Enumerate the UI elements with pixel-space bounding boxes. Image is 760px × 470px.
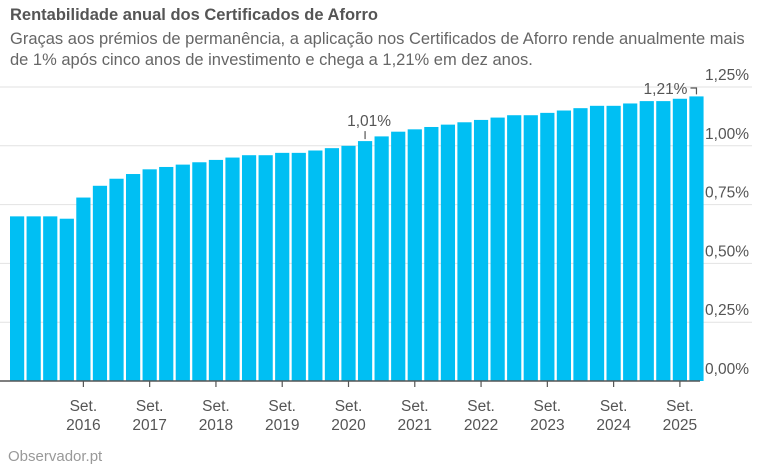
x-tick-label-year: 2020 — [331, 417, 366, 434]
bar — [109, 178, 124, 381]
y-tick-label: 1,25% — [705, 67, 749, 84]
bar — [92, 185, 108, 381]
bar — [76, 197, 91, 381]
y-tick-label: 0,75% — [705, 185, 749, 202]
bar — [490, 117, 505, 382]
bar — [341, 145, 356, 381]
bar — [656, 101, 671, 381]
x-axis-labels: Set. 2016 Set. 2017 Set. 2018 Set. 2019 Set. 2020… — [66, 381, 697, 434]
chart-title: Rentabilidade anual dos Certificados de … — [10, 6, 378, 24]
y-tick-label: 1,00% — [705, 126, 749, 143]
y-tick-label: 0,50% — [705, 243, 749, 260]
x-tick-label-month: Set. — [534, 398, 562, 415]
x-tick-label-month: Set. — [401, 398, 429, 415]
y-tick-label: 0,00% — [705, 361, 749, 378]
source-credit: Observador.pt — [8, 448, 103, 465]
bar — [308, 150, 323, 381]
x-tick-label-month: Set. — [600, 398, 628, 415]
x-tick-label-month: Set. — [467, 398, 495, 415]
bar — [556, 110, 572, 382]
bar — [573, 108, 588, 381]
bar — [291, 152, 306, 381]
x-tick-label-year: 2025 — [663, 417, 697, 434]
bar — [26, 216, 41, 381]
annotation-leader — [690, 87, 698, 95]
x-tick-label-month: Set. — [136, 398, 164, 415]
x-tick-label-year: 2016 — [66, 417, 100, 434]
bars — [10, 96, 704, 382]
y-axis-labels: 0,00% 0,25% 0,50% 0,75% 1,00% 1,25% — [705, 67, 749, 378]
x-tick-label-year: 2024 — [596, 417, 631, 434]
x-tick-label-year: 2023 — [530, 417, 564, 434]
bar — [175, 164, 190, 381]
bar — [59, 218, 74, 381]
bar — [258, 155, 273, 381]
bar — [672, 98, 687, 381]
bar — [208, 159, 224, 381]
x-tick-label-month: Set. — [70, 398, 98, 415]
x-tick-label-year: 2019 — [265, 417, 299, 434]
x-tick-label-month: Set. — [268, 398, 296, 415]
bar — [125, 174, 141, 381]
x-tick-label-year: 2022 — [464, 417, 498, 434]
bar — [689, 96, 704, 382]
annotation-label: 1,21% — [644, 81, 688, 98]
annotation-label: 1,01% — [347, 113, 391, 130]
bar — [639, 101, 654, 381]
bar — [159, 166, 174, 381]
bar — [43, 216, 58, 381]
bar — [473, 119, 489, 381]
bar — [523, 115, 538, 381]
bar — [540, 112, 555, 381]
x-tick-label-year: 2017 — [132, 417, 166, 434]
bar — [606, 105, 621, 381]
bar — [324, 148, 340, 381]
bar — [507, 115, 522, 381]
bar — [623, 103, 638, 382]
x-tick-label-month: Set. — [666, 398, 694, 415]
bar — [275, 152, 290, 381]
bar — [357, 141, 373, 381]
bar — [424, 126, 439, 381]
bar — [142, 169, 157, 381]
annotations: 1,01% 1,21% — [347, 81, 698, 140]
bar — [407, 129, 422, 381]
x-tick-label-month: Set. — [202, 398, 230, 415]
bar — [589, 105, 605, 381]
bar — [374, 136, 389, 381]
bar — [241, 155, 257, 381]
bar — [10, 216, 25, 381]
bar — [440, 124, 456, 382]
x-tick-label-year: 2021 — [398, 417, 432, 434]
bar — [391, 131, 406, 381]
bar — [225, 157, 240, 381]
chart-subtitle: Graças aos prémios de permanência, a apl… — [10, 30, 745, 69]
bar — [457, 122, 472, 381]
y-tick-label: 0,25% — [705, 302, 749, 319]
x-tick-label-year: 2018 — [199, 417, 233, 434]
x-tick-label-month: Set. — [335, 398, 363, 415]
bar — [192, 162, 207, 381]
